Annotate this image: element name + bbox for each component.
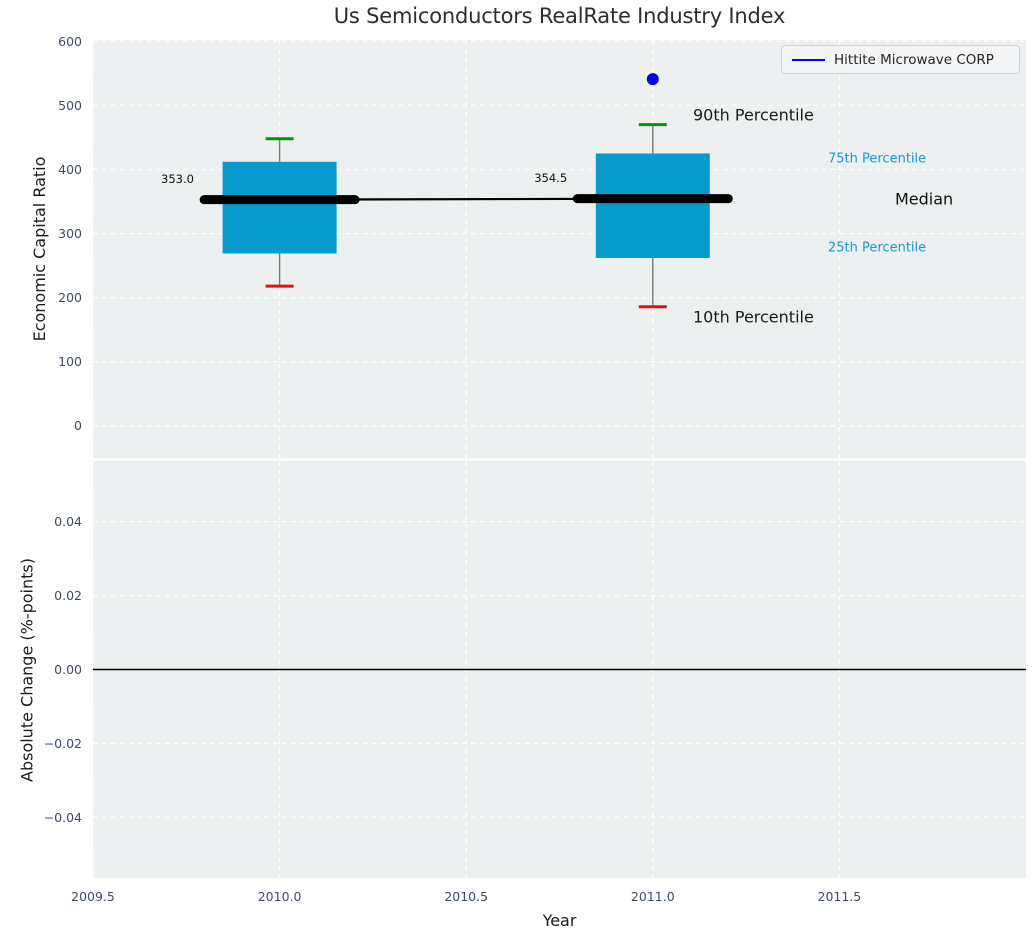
annotation-label: 90th Percentile bbox=[693, 105, 814, 125]
legend-label: Hittite Microwave CORP bbox=[834, 51, 994, 68]
y-tick-label: 100 bbox=[58, 354, 82, 370]
y-tick-label: 300 bbox=[58, 226, 82, 242]
x-tick-label: 2010.0 bbox=[257, 889, 302, 904]
y-tick-label: 200 bbox=[58, 290, 82, 306]
y-tick-label: 0.02 bbox=[54, 588, 82, 604]
x-axis-label: Year bbox=[542, 911, 577, 930]
annotation-label: 10th Percentile bbox=[693, 307, 814, 327]
x-tick-label: 2011.5 bbox=[817, 889, 862, 904]
median-value-label: 354.5 bbox=[534, 170, 568, 185]
annotation-label: 75th Percentile bbox=[828, 151, 927, 167]
plot-top-canvas bbox=[93, 40, 1026, 458]
y-tick-label: 0.00 bbox=[54, 662, 82, 677]
y-tick-label: 0 bbox=[74, 418, 82, 434]
x-tick-label: 2010.5 bbox=[444, 889, 489, 904]
plot-bottom-canvas bbox=[93, 461, 1026, 878]
y-tick-label: 500 bbox=[58, 97, 82, 113]
y-tick-label: 400 bbox=[58, 162, 82, 177]
annotation-label: Median bbox=[895, 189, 954, 209]
y-tick-label: 0.04 bbox=[54, 514, 82, 530]
annotation-label: 25th Percentile bbox=[828, 240, 927, 256]
top-plot-area bbox=[93, 40, 1026, 458]
company-point bbox=[646, 73, 659, 86]
y-tick-label: −0.04 bbox=[43, 809, 82, 825]
bottom-plot-area bbox=[93, 461, 1026, 878]
x-tick-label: 2011.0 bbox=[630, 889, 675, 904]
iqr-box bbox=[595, 153, 710, 258]
y-tick-label: 600 bbox=[58, 33, 82, 49]
x-tick-label: 2009.5 bbox=[71, 889, 115, 904]
median-value-label: 353.0 bbox=[161, 171, 194, 186]
legend-line-icon bbox=[792, 58, 825, 61]
chart-title: Us Semiconductors RealRate Industry Inde… bbox=[333, 4, 786, 28]
iqr-box bbox=[222, 161, 337, 254]
legend: Hittite Microwave CORP bbox=[781, 45, 1020, 74]
y-tick-label: −0.02 bbox=[43, 735, 82, 751]
